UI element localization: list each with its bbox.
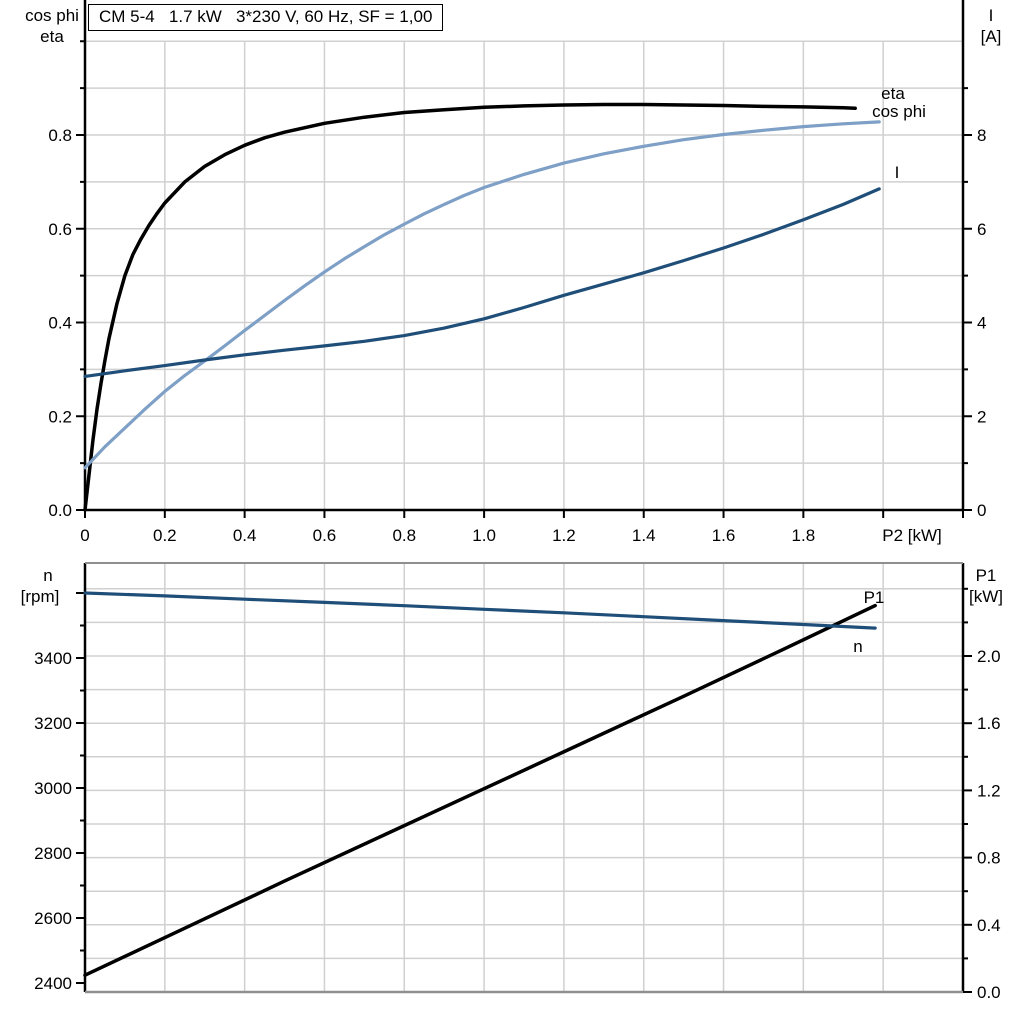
x-tick-label: 1.4 <box>632 526 656 545</box>
right-tick-label: 8 <box>977 126 986 145</box>
x-tick-label: 0 <box>80 526 89 545</box>
curve-label-eta: eta <box>881 84 905 103</box>
left-tick-label: 3400 <box>34 649 72 668</box>
x-tick-label: 1.0 <box>472 526 496 545</box>
right-tick-label: 0.4 <box>977 916 1001 935</box>
right-tick-label: 2.0 <box>977 647 1001 666</box>
chart-title-box: CM 5-4 1.7 kW 3*230 V, 60 Hz, SF = 1,00 <box>88 4 444 31</box>
right-tick-label: 2 <box>977 407 986 426</box>
curve-n <box>83 591 877 630</box>
left-tick-label: 0.0 <box>48 501 72 520</box>
curve-i <box>83 187 881 378</box>
right-tick-label: 0 <box>977 501 986 520</box>
left-axis-title: n <box>43 566 52 585</box>
x-tick-label: 1.2 <box>552 526 576 545</box>
x-axis-label: P2 [kW] <box>882 526 942 545</box>
left-tick-label: 3200 <box>34 714 72 733</box>
right-tick-label: 1.2 <box>977 781 1001 800</box>
left-tick-label: 2400 <box>34 974 72 993</box>
left-axis-title: eta <box>40 27 64 46</box>
right-axis-title: P1 <box>976 566 997 585</box>
left-tick-label: 0.2 <box>48 407 72 426</box>
x-tick-label: 1.8 <box>792 526 816 545</box>
right-tick-label: 4 <box>977 314 986 333</box>
left-tick-label: 0.4 <box>48 314 72 333</box>
x-tick-label: 1.6 <box>712 526 736 545</box>
right-tick-label: 0.8 <box>977 849 1001 868</box>
left-tick-label: 0.6 <box>48 220 72 239</box>
curve-cos-phi <box>83 120 881 470</box>
right-axis-title: [kW] <box>969 587 1003 606</box>
right-tick-label: 6 <box>977 220 986 239</box>
left-axis-title: [rpm] <box>21 587 60 606</box>
curve-label-i: I <box>895 163 900 182</box>
curve-label-cos-phi: cos phi <box>872 102 926 121</box>
curve-label-n: n <box>853 637 862 656</box>
x-tick-label: 0.8 <box>392 526 416 545</box>
curve-eta <box>83 102 857 512</box>
right-axis-title: I <box>989 6 994 25</box>
left-tick-label: 0.8 <box>48 126 72 145</box>
left-tick-label: 2800 <box>34 844 72 863</box>
left-tick-label: 2600 <box>34 909 72 928</box>
right-axis-title: [A] <box>981 27 1002 46</box>
right-tick-label: 1.6 <box>977 714 1001 733</box>
left-axis-title: cos phi <box>25 6 79 25</box>
curve-label-p1: P1 <box>864 588 885 607</box>
right-tick-label: 0.0 <box>977 983 1001 1002</box>
left-tick-label: 3000 <box>34 779 72 798</box>
chart-title: CM 5-4 1.7 kW 3*230 V, 60 Hz, SF = 1,00 <box>99 7 433 26</box>
curve-p1 <box>83 603 877 977</box>
x-tick-label: 0.4 <box>233 526 257 545</box>
x-tick-label: 0.2 <box>153 526 177 545</box>
x-tick-label: 0.6 <box>313 526 337 545</box>
